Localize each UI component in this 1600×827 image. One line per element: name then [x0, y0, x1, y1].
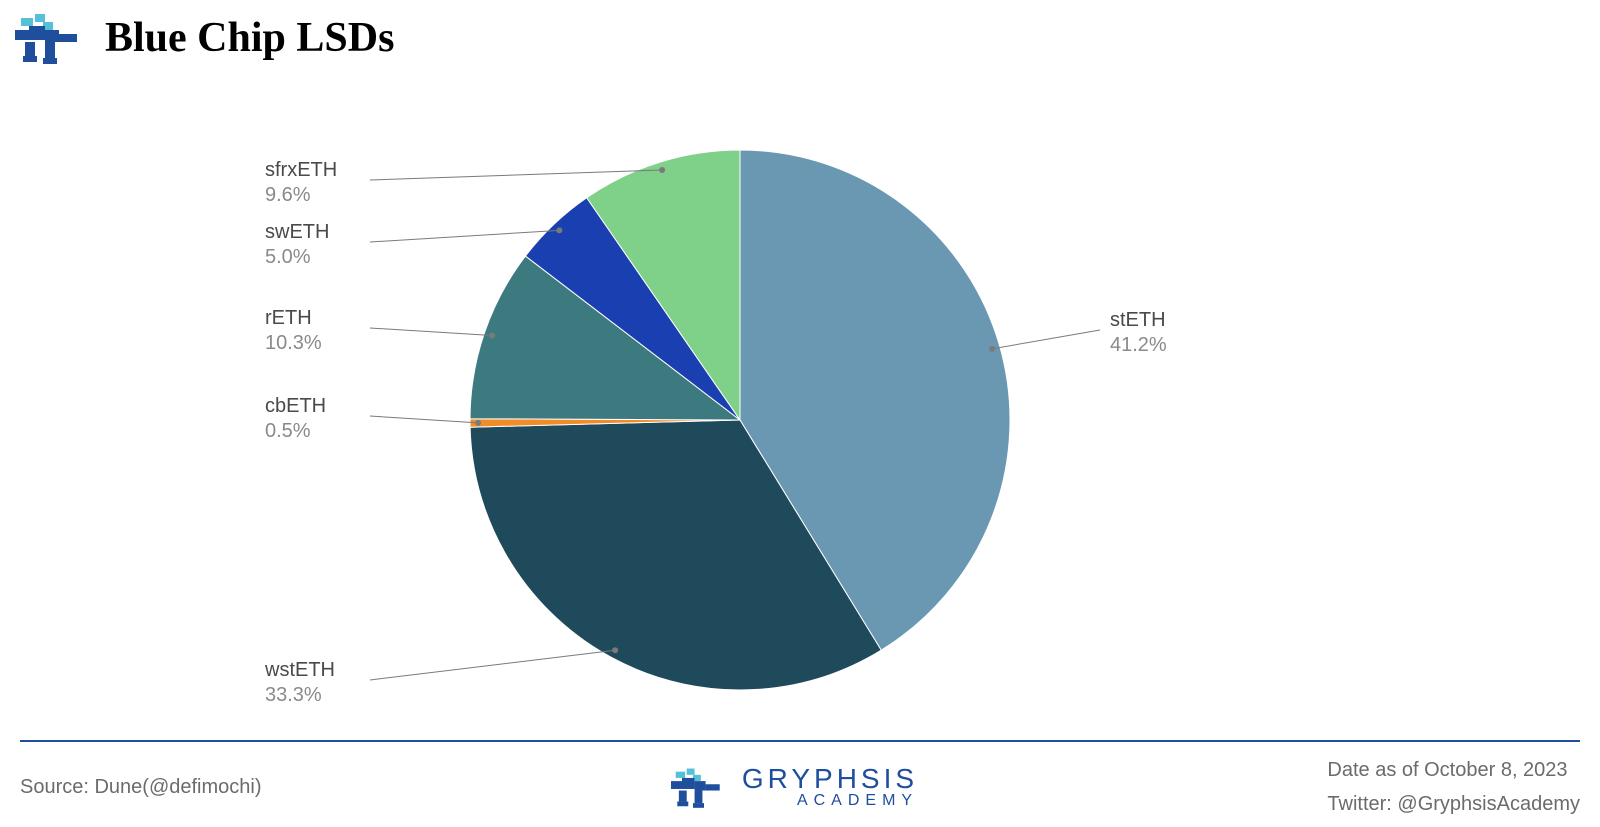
leader-point	[489, 332, 495, 338]
slice-pct: 41.2%	[1110, 333, 1167, 358]
footer: Source: Dune(@defimochi) GRYPHSIS ACADEM…	[20, 747, 1580, 827]
slice-pct: 33.3%	[265, 683, 335, 708]
leader-line	[370, 650, 615, 680]
leader-point	[556, 227, 562, 233]
leader-point	[612, 647, 618, 653]
gryphsis-logo-icon	[671, 762, 726, 812]
slice-name: rETH	[265, 306, 322, 331]
leader-line	[370, 328, 492, 335]
page-title: Blue Chip LSDs	[105, 14, 394, 62]
leader-point	[989, 346, 995, 352]
slice-pct: 9.6%	[265, 183, 337, 208]
leader-point	[475, 420, 481, 426]
brand-subtitle: ACADEMY	[742, 793, 918, 810]
slice-label-sfrxETH: sfrxETH9.6%	[265, 158, 337, 208]
slice-name: wstETH	[265, 658, 335, 683]
leader-point	[659, 167, 665, 173]
footer-divider	[20, 740, 1580, 742]
slice-name: sfrxETH	[265, 158, 337, 183]
gryphsis-logo-icon	[15, 10, 85, 65]
slice-pct: 10.3%	[265, 331, 322, 356]
leader-line	[370, 416, 478, 423]
slice-label-rETH: rETH10.3%	[265, 306, 322, 356]
brand-name: GRYPHSIS	[742, 764, 918, 793]
pie-chart-svg	[0, 80, 1600, 720]
slice-name: swETH	[265, 220, 329, 245]
slice-label-cbETH: cbETH0.5%	[265, 394, 326, 444]
pie-chart: stETH41.2% wstETH33.3% cbETH0.5% rETH10.3% s…	[0, 80, 1600, 720]
slice-name: cbETH	[265, 394, 326, 419]
footer-brand: GRYPHSIS ACADEMY	[671, 762, 918, 812]
footer-meta: Date as of October 8, 2023 Twitter: @Gry…	[1327, 753, 1580, 821]
date-text: Date as of October 8, 2023	[1327, 753, 1580, 787]
leader-line	[992, 330, 1100, 349]
twitter-text: Twitter: @GryphsisAcademy	[1327, 787, 1580, 821]
source-text: Source: Dune(@defimochi)	[20, 776, 262, 799]
slice-name: stETH	[1110, 308, 1167, 333]
slice-pct: 5.0%	[265, 245, 329, 270]
slice-label-swETH: swETH5.0%	[265, 220, 329, 270]
slice-pct: 0.5%	[265, 419, 326, 444]
header: Blue Chip LSDs	[15, 10, 394, 65]
leader-line	[370, 230, 559, 242]
slice-label-stETH: stETH41.2%	[1110, 308, 1167, 358]
slice-label-wstETH: wstETH33.3%	[265, 658, 335, 708]
